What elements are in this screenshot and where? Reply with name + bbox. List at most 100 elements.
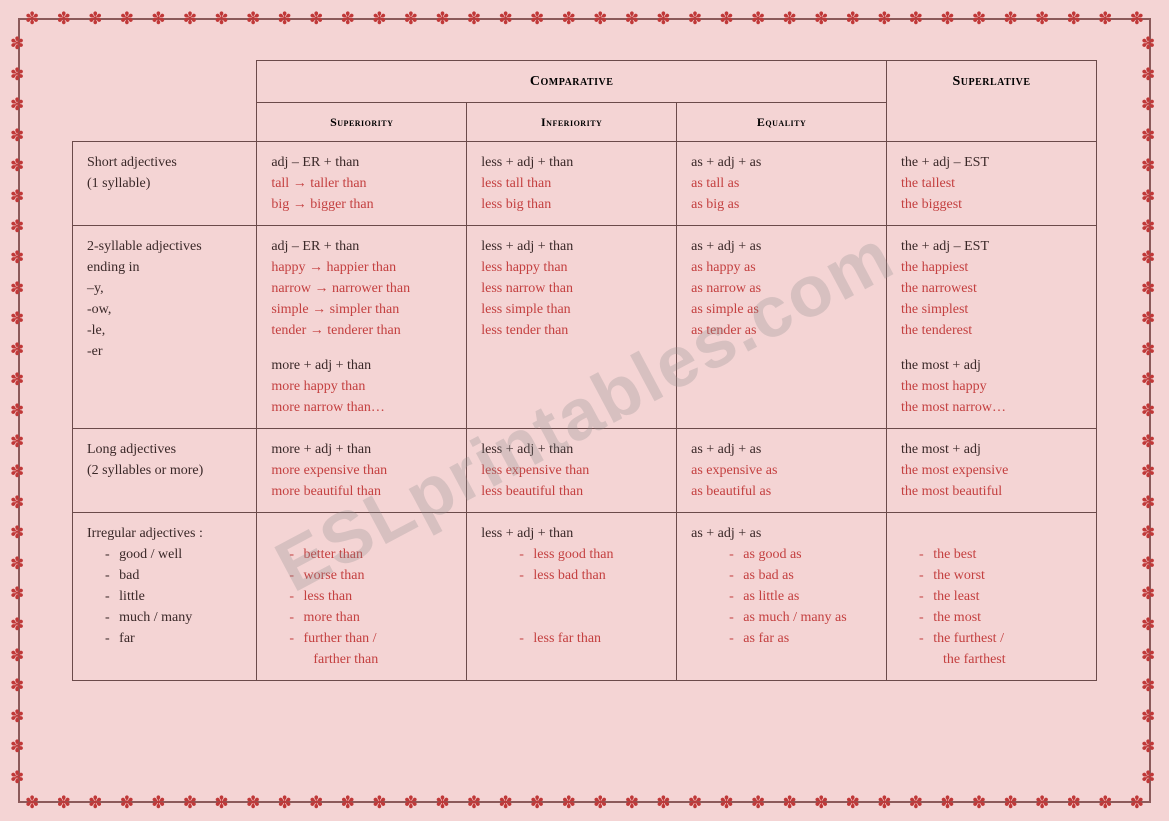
cell-irr-superiority: better than worse than less than more th… [257, 513, 467, 681]
text: as tender as [691, 320, 872, 341]
text: the most narrow… [901, 397, 1082, 418]
equality-header: Equality [677, 103, 887, 142]
text: as bad as [711, 565, 872, 586]
cell-two-superiority: adj – ER + than happy → happier than nar… [257, 226, 467, 429]
grammar-table: Comparative Superlative Superiority Infe… [72, 60, 1097, 681]
text: less big than [481, 194, 662, 215]
text: the most beautiful [901, 481, 1082, 502]
text: the farthest [901, 649, 1082, 670]
text: the narrowest [901, 278, 1082, 299]
text: less far than [501, 628, 662, 649]
text: -er [87, 341, 242, 362]
cell-short-equality: as + adj + as as tall as as big as [677, 142, 887, 226]
cell-two-superlative: the + adj – EST the happiest the narrowe… [887, 226, 1097, 429]
text: the most + adj [901, 439, 1082, 460]
flower-border-top: ✽✽✽✽✽✽✽✽✽✽✽✽✽✽✽✽✽✽✽✽✽✽✽✽✽✽✽✽✽✽✽✽✽✽✽✽ [25, 10, 1144, 27]
cell-long-equality: as + adj + as as expensive as as beautif… [677, 429, 887, 513]
empty-header [73, 61, 257, 142]
text: less bad than [501, 565, 662, 586]
decorative-frame: ✽✽✽✽✽✽✽✽✽✽✽✽✽✽✽✽✽✽✽✽✽✽✽✽✽✽✽✽✽✽✽✽✽✽✽✽ ✽✽✽… [18, 18, 1151, 803]
text: adj – ER + than [271, 152, 452, 173]
cell-short-superlative: the + adj – EST the tallest the biggest [887, 142, 1097, 226]
text: the tallest [901, 173, 1082, 194]
text: less + adj + than [481, 152, 662, 173]
text: more happy than [271, 376, 452, 397]
text: as much / many as [711, 607, 872, 628]
text: further than / [271, 628, 452, 649]
label-two-syllable: 2-syllable adjectives ending in –y, -ow,… [73, 226, 257, 429]
cell-irr-equality: as + adj + as as good as as bad as as li… [677, 513, 887, 681]
cell-long-inferiority: less + adj + than less expensive than le… [467, 429, 677, 513]
row-long: Long adjectives (2 syllables or more) mo… [73, 429, 1097, 513]
text: less narrow than [481, 278, 662, 299]
text: tender → tenderer than [271, 320, 452, 341]
text: Irregular adjectives : [87, 523, 242, 544]
header-row-1: Comparative Superlative [73, 61, 1097, 103]
text: narrow → narrower than [271, 278, 452, 299]
text: -le, [87, 320, 242, 341]
text: more expensive than [271, 460, 452, 481]
text: less + adj + than [481, 439, 662, 460]
text: the most [901, 607, 1082, 628]
cell-long-superlative: the most + adj the most expensive the mo… [887, 429, 1097, 513]
text: as + adj + as [691, 523, 872, 544]
superiority-header: Superiority [257, 103, 467, 142]
text: the furthest / [901, 628, 1082, 649]
content-area: Comparative Superlative Superiority Infe… [32, 32, 1137, 789]
text: as simple as [691, 299, 872, 320]
text: much / many [87, 607, 242, 628]
flower-border-left: ✽✽✽✽✽✽✽✽✽✽✽✽✽✽✽✽✽✽✽✽✽✽✽✽✽ [10, 35, 28, 786]
cell-short-inferiority: less + adj + than less tall than less bi… [467, 142, 677, 226]
text: the happiest [901, 257, 1082, 278]
text: ending in [87, 257, 242, 278]
superlative-header: Superlative [887, 61, 1097, 142]
label-long: Long adjectives (2 syllables or more) [73, 429, 257, 513]
text: Short adjectives [87, 152, 242, 173]
label-short: Short adjectives (1 syllable) [73, 142, 257, 226]
text: less + adj + than [481, 523, 662, 544]
text: as + adj + as [691, 236, 872, 257]
text: as happy as [691, 257, 872, 278]
cell-short-superiority: adj – ER + than tall → taller than big →… [257, 142, 467, 226]
text: happy → happier than [271, 257, 452, 278]
inferiority-header: Inferiority [467, 103, 677, 142]
text: as beautiful as [691, 481, 872, 502]
text: less happy than [481, 257, 662, 278]
text: –y, [87, 278, 242, 299]
cell-two-inferiority: less + adj + than less happy than less n… [467, 226, 677, 429]
text: the most expensive [901, 460, 1082, 481]
text: less tender than [481, 320, 662, 341]
text: as big as [691, 194, 872, 215]
cell-long-superiority: more + adj + than more expensive than mo… [257, 429, 467, 513]
text: worse than [271, 565, 452, 586]
text: little [87, 586, 242, 607]
text: the + adj – EST [901, 236, 1082, 257]
text: as tall as [691, 173, 872, 194]
text: less good than [501, 544, 662, 565]
text: as far as [711, 628, 872, 649]
text: the tenderest [901, 320, 1082, 341]
text: as + adj + as [691, 152, 872, 173]
text: as narrow as [691, 278, 872, 299]
text: the least [901, 586, 1082, 607]
text: the most + adj [901, 355, 1082, 376]
text: less beautiful than [481, 481, 662, 502]
text: (1 syllable) [87, 173, 242, 194]
text: more beautiful than [271, 481, 452, 502]
text: less tall than [481, 173, 662, 194]
text: the worst [901, 565, 1082, 586]
text: more narrow than… [271, 397, 452, 418]
text: the biggest [901, 194, 1082, 215]
text: the + adj – EST [901, 152, 1082, 173]
text: more than [271, 607, 452, 628]
text: (2 syllables or more) [87, 460, 242, 481]
text: as + adj + as [691, 439, 872, 460]
text: big → bigger than [271, 194, 452, 215]
text: more + adj + than [271, 355, 452, 376]
text: less simple than [481, 299, 662, 320]
text: the most happy [901, 376, 1082, 397]
text: 2-syllable adjectives [87, 236, 242, 257]
label-irregular: Irregular adjectives : good / well bad l… [73, 513, 257, 681]
cell-irr-superlative: the best the worst the least the most th… [887, 513, 1097, 681]
text: the simplest [901, 299, 1082, 320]
